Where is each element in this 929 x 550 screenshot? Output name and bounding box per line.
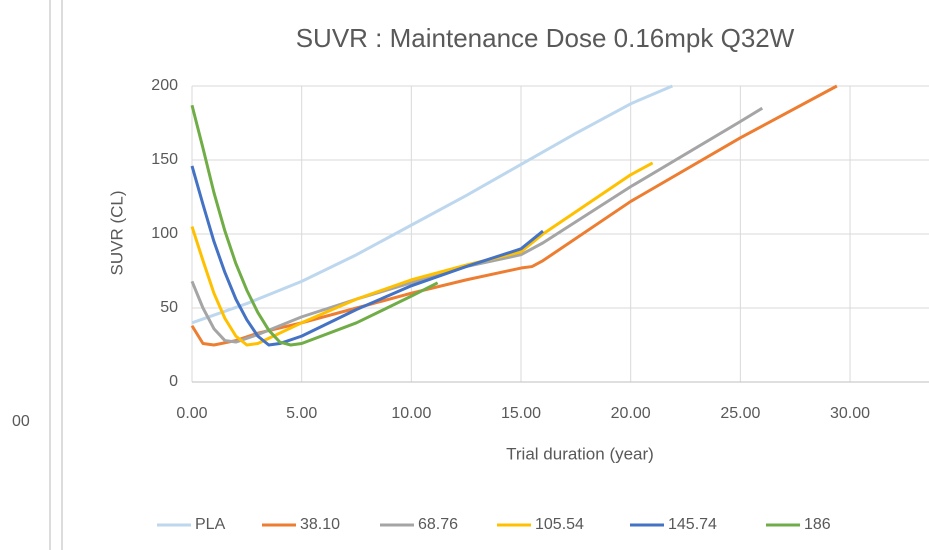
x-tick-label: 30.00 bbox=[830, 405, 870, 422]
legend-label: PLA bbox=[195, 516, 226, 533]
legend-label: 186 bbox=[804, 516, 831, 533]
cropped-label: 00 bbox=[12, 413, 30, 430]
series-line bbox=[191, 84, 673, 325]
y-tick-label: 200 bbox=[151, 77, 178, 94]
x-tick-label: 0.00 bbox=[176, 405, 207, 422]
x-axis-title: Trial duration (year) bbox=[506, 444, 654, 463]
legend-label: 68.76 bbox=[418, 516, 458, 533]
series-line bbox=[190, 165, 544, 347]
x-tick-label: 10.00 bbox=[391, 405, 431, 422]
y-tick-label: 50 bbox=[160, 299, 178, 316]
x-tick-label: 5.00 bbox=[286, 405, 317, 422]
x-tick-label: 25.00 bbox=[720, 405, 760, 422]
y-axis-title: SUVR (CL) bbox=[107, 190, 126, 275]
x-tick-label: 15.00 bbox=[501, 405, 541, 422]
chart-title: SUVR : Maintenance Dose 0.16mpk Q32W bbox=[296, 23, 795, 53]
legend-label: 145.74 bbox=[668, 516, 717, 533]
y-tick-label: 100 bbox=[151, 225, 178, 242]
y-tick-label: 150 bbox=[151, 151, 178, 168]
series-line bbox=[190, 84, 838, 347]
series-line bbox=[190, 104, 439, 347]
legend-label: 105.54 bbox=[535, 516, 584, 533]
series-line bbox=[190, 106, 764, 344]
series-line bbox=[190, 161, 654, 347]
y-tick-label: 0 bbox=[169, 373, 178, 390]
legend-label: 38.10 bbox=[300, 516, 340, 533]
x-tick-label: 20.00 bbox=[611, 405, 651, 422]
